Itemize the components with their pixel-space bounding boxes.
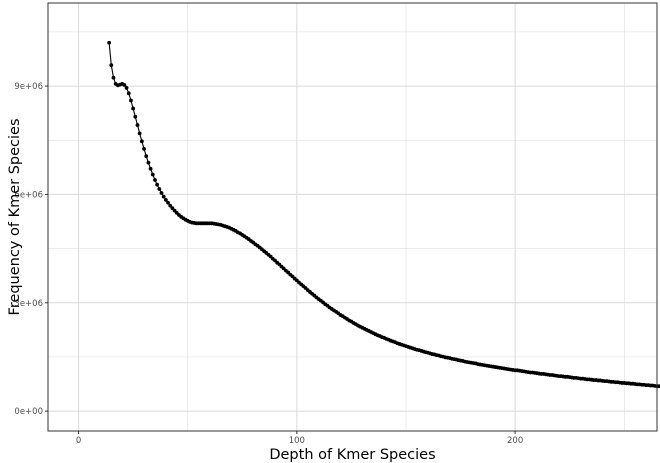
y-axis-title: Frequency of Kmer Species	[7, 118, 23, 315]
data-point	[109, 63, 114, 68]
x-tick-label: 100	[289, 436, 305, 446]
data-point	[168, 203, 173, 208]
data-point	[159, 191, 164, 195]
data-point	[166, 200, 170, 205]
data-point	[124, 85, 129, 90]
x-axis: 0 100 200	[76, 431, 523, 446]
data-point	[133, 114, 138, 119]
data-point	[142, 147, 146, 151]
x-tick-label: 0	[76, 436, 81, 446]
grid-minor-lines	[48, 3, 657, 431]
data-point	[111, 75, 116, 80]
x-tick-label: 200	[507, 436, 523, 446]
data-point	[157, 187, 162, 191]
data-point	[161, 194, 166, 199]
panel-border	[47, 2, 658, 432]
data-point	[146, 160, 151, 165]
data-point	[135, 123, 140, 127]
data-point	[129, 98, 133, 103]
y-tick-label: 3e+06	[14, 299, 43, 309]
data-point	[163, 197, 168, 202]
y-tick-label: 6e+06	[14, 190, 43, 200]
data-point	[139, 139, 144, 144]
data-point	[170, 206, 175, 211]
data-point	[148, 166, 153, 171]
data-point	[126, 91, 131, 96]
data-point	[144, 154, 149, 159]
data-point	[657, 384, 660, 389]
data-point	[107, 40, 112, 45]
data-point	[137, 131, 142, 136]
series-points	[107, 40, 660, 389]
data-point	[122, 83, 127, 87]
grid-major-lines	[48, 3, 657, 431]
x-axis-title: Depth of Kmer Species	[269, 447, 435, 463]
data-point	[150, 172, 155, 177]
y-tick-label: 0e+00	[14, 407, 43, 417]
data-point	[155, 182, 160, 187]
y-axis: 0e+00 3e+06 6e+06 9e+06	[14, 82, 48, 417]
data-point	[131, 106, 136, 111]
y-tick-label: 9e+06	[14, 82, 43, 92]
data-point	[153, 178, 157, 182]
